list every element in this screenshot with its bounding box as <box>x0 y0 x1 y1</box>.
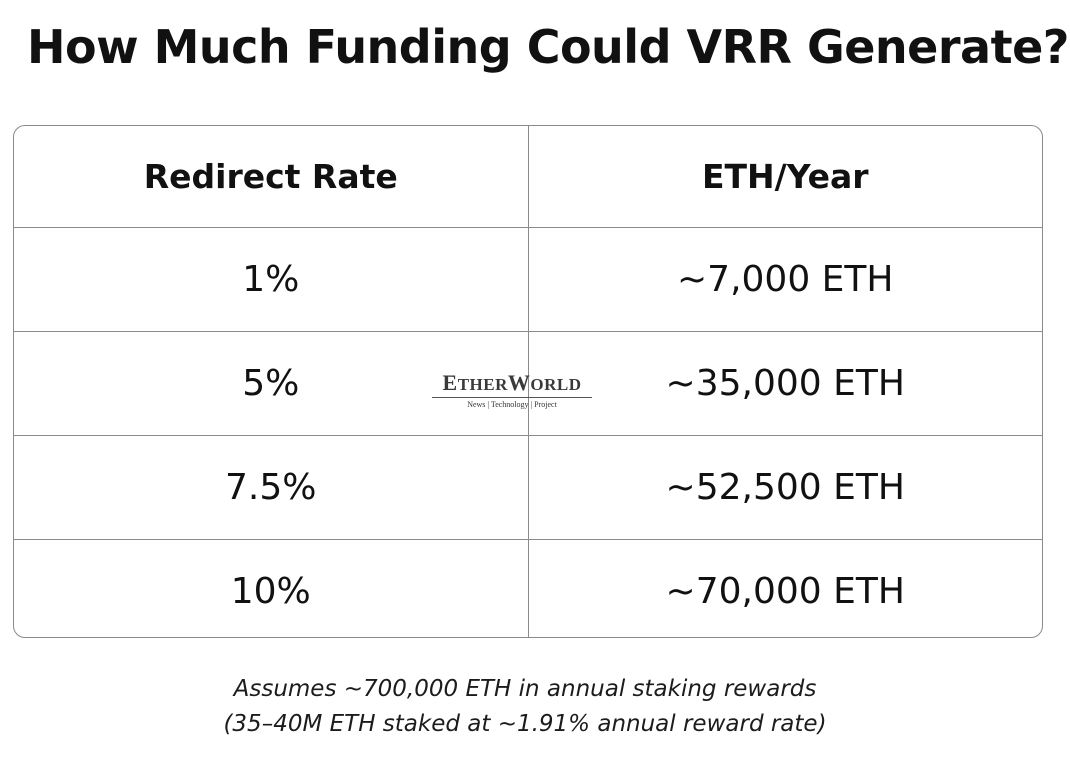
table-row: 5% ~35,000 ETH <box>14 331 1042 436</box>
table-header-row: Redirect Rate ETH/Year <box>14 126 1042 228</box>
assumption-note-line-1: Assumes ~700,000 ETH in annual staking r… <box>233 676 817 702</box>
page-title: How Much Funding Could VRR Generate? <box>27 20 1069 74</box>
eth-per-year-cell: ~70,000 ETH <box>665 571 905 612</box>
eth-per-year-cell: ~7,000 ETH <box>528 227 1042 332</box>
funding-table: Redirect Rate ETH/Year 1% ~7,000 ETH 5% … <box>13 125 1043 638</box>
table-row: 10% ~70,000 ETH <box>14 539 1042 637</box>
funding-table-grid: Redirect Rate ETH/Year 1% ~7,000 ETH 5% … <box>14 126 1042 637</box>
redirect-rate-cell: 10% <box>14 539 529 637</box>
assumption-note-line-2: (35–40M ETH staked at ~1.91% annual rewa… <box>223 711 827 737</box>
redirect-rate-cell: 5% <box>14 331 529 436</box>
table-row: 7.5% ~52,500 ETH <box>14 435 1042 540</box>
redirect-rate-cell: 1% <box>14 227 529 332</box>
column-header-eth-per-year: ETH/Year <box>528 126 1042 228</box>
table-row: 1% ~7,000 ETH <box>14 227 1042 332</box>
eth-per-year-cell: ~35,000 ETH <box>528 331 1042 436</box>
eth-per-year-cell: ~52,500 ETH <box>528 435 1042 540</box>
column-header-redirect-rate: Redirect Rate <box>14 126 529 228</box>
redirect-rate-cell: 7.5% <box>14 435 529 540</box>
